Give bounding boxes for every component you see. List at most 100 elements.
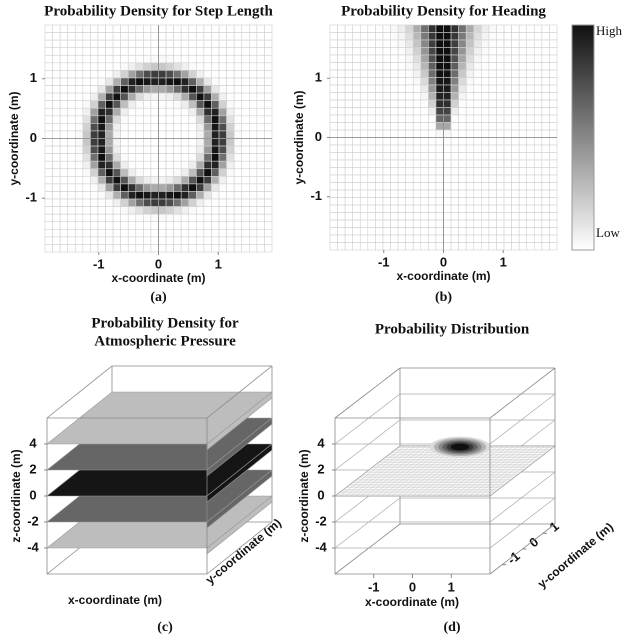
density-cell	[405, 189, 414, 198]
density-cell	[218, 100, 227, 109]
density-cell	[44, 47, 53, 56]
density-cell	[541, 47, 550, 56]
density-cell	[97, 229, 106, 238]
density-cell	[90, 191, 99, 200]
density-cell	[196, 70, 205, 79]
density-cell	[367, 92, 376, 101]
density-cell	[150, 107, 159, 117]
colorbar	[571, 24, 595, 251]
density-cell	[390, 47, 399, 56]
density-cell	[458, 24, 467, 33]
density-cell	[59, 32, 69, 41]
density-cell	[412, 129, 422, 138]
density-cell	[264, 236, 273, 245]
density-cell	[481, 137, 490, 146]
density-cell	[112, 39, 121, 49]
density-cell	[420, 197, 429, 206]
density-cell	[458, 167, 467, 176]
density-cell	[344, 54, 353, 63]
density-cell	[211, 153, 220, 162]
density-cell	[511, 219, 520, 228]
density-cell	[135, 229, 144, 238]
density-cell	[443, 174, 452, 183]
density-cell	[390, 77, 399, 86]
density-cell	[526, 219, 535, 228]
density-cell	[488, 197, 497, 206]
density-cell	[503, 62, 512, 71]
density-cell	[435, 84, 444, 93]
density-cell	[420, 69, 429, 78]
density-cell	[405, 84, 414, 93]
density-cell	[165, 168, 174, 177]
density-cell	[526, 137, 535, 146]
density-cell	[97, 54, 106, 64]
density-cell	[420, 32, 429, 41]
density-cell	[59, 206, 69, 215]
density-cell	[233, 24, 243, 33]
density-cell	[44, 160, 53, 170]
density-cell	[435, 99, 444, 108]
density-cell	[465, 107, 475, 116]
density-cell	[165, 62, 174, 71]
density-cell	[412, 182, 422, 191]
density-cell	[143, 85, 152, 94]
density-cell	[443, 24, 452, 33]
density-cell	[158, 54, 167, 64]
density-cell	[135, 183, 144, 192]
density-cell	[150, 62, 159, 71]
density-cell	[412, 234, 422, 243]
density-cell	[97, 153, 106, 162]
density-cell	[44, 62, 53, 71]
density-cell	[120, 168, 129, 177]
density-cell	[337, 77, 346, 86]
density-cell	[97, 145, 106, 154]
density-cell	[397, 167, 406, 176]
density-cell	[382, 99, 391, 108]
density-cell	[226, 24, 235, 33]
density-cell	[435, 32, 444, 41]
density-cell	[233, 62, 243, 71]
density-cell	[249, 183, 258, 192]
density-cell	[511, 204, 520, 213]
density-cell	[211, 145, 220, 154]
density-cell	[196, 115, 205, 124]
density-cell	[390, 204, 399, 213]
density-cell	[173, 39, 182, 49]
density-cell	[226, 236, 235, 245]
density-cell	[428, 182, 437, 191]
density-cell	[511, 62, 520, 71]
density-cell	[526, 227, 535, 236]
density-cell	[526, 189, 535, 198]
density-cell	[435, 219, 444, 228]
density-cell	[496, 107, 505, 116]
density-cell	[344, 144, 353, 153]
density-cell	[329, 234, 338, 243]
density-cell	[150, 244, 159, 253]
density-cell	[158, 145, 167, 154]
density-cell	[44, 183, 53, 192]
density-cell	[196, 138, 205, 147]
density-cell	[367, 152, 376, 161]
density-cell	[488, 159, 497, 168]
density-cell	[188, 32, 197, 41]
density-cell	[150, 47, 159, 56]
density-cell	[375, 107, 384, 116]
density-cell	[549, 47, 558, 56]
density-cell	[188, 107, 197, 117]
density-cell	[367, 182, 376, 191]
density-cell	[74, 32, 84, 41]
density-cell	[458, 204, 467, 213]
density-cell	[127, 123, 137, 132]
density-cell	[450, 32, 459, 41]
density-cell	[382, 69, 391, 78]
density-cell	[143, 70, 152, 79]
density-cell	[97, 221, 106, 230]
density-cell	[428, 242, 437, 251]
density-cell	[458, 62, 467, 71]
density-cell	[481, 189, 490, 198]
density-cell	[367, 54, 376, 63]
density-cell	[105, 236, 114, 245]
density-cell	[443, 47, 452, 56]
density-cell	[412, 69, 422, 78]
density-cell	[465, 122, 475, 131]
